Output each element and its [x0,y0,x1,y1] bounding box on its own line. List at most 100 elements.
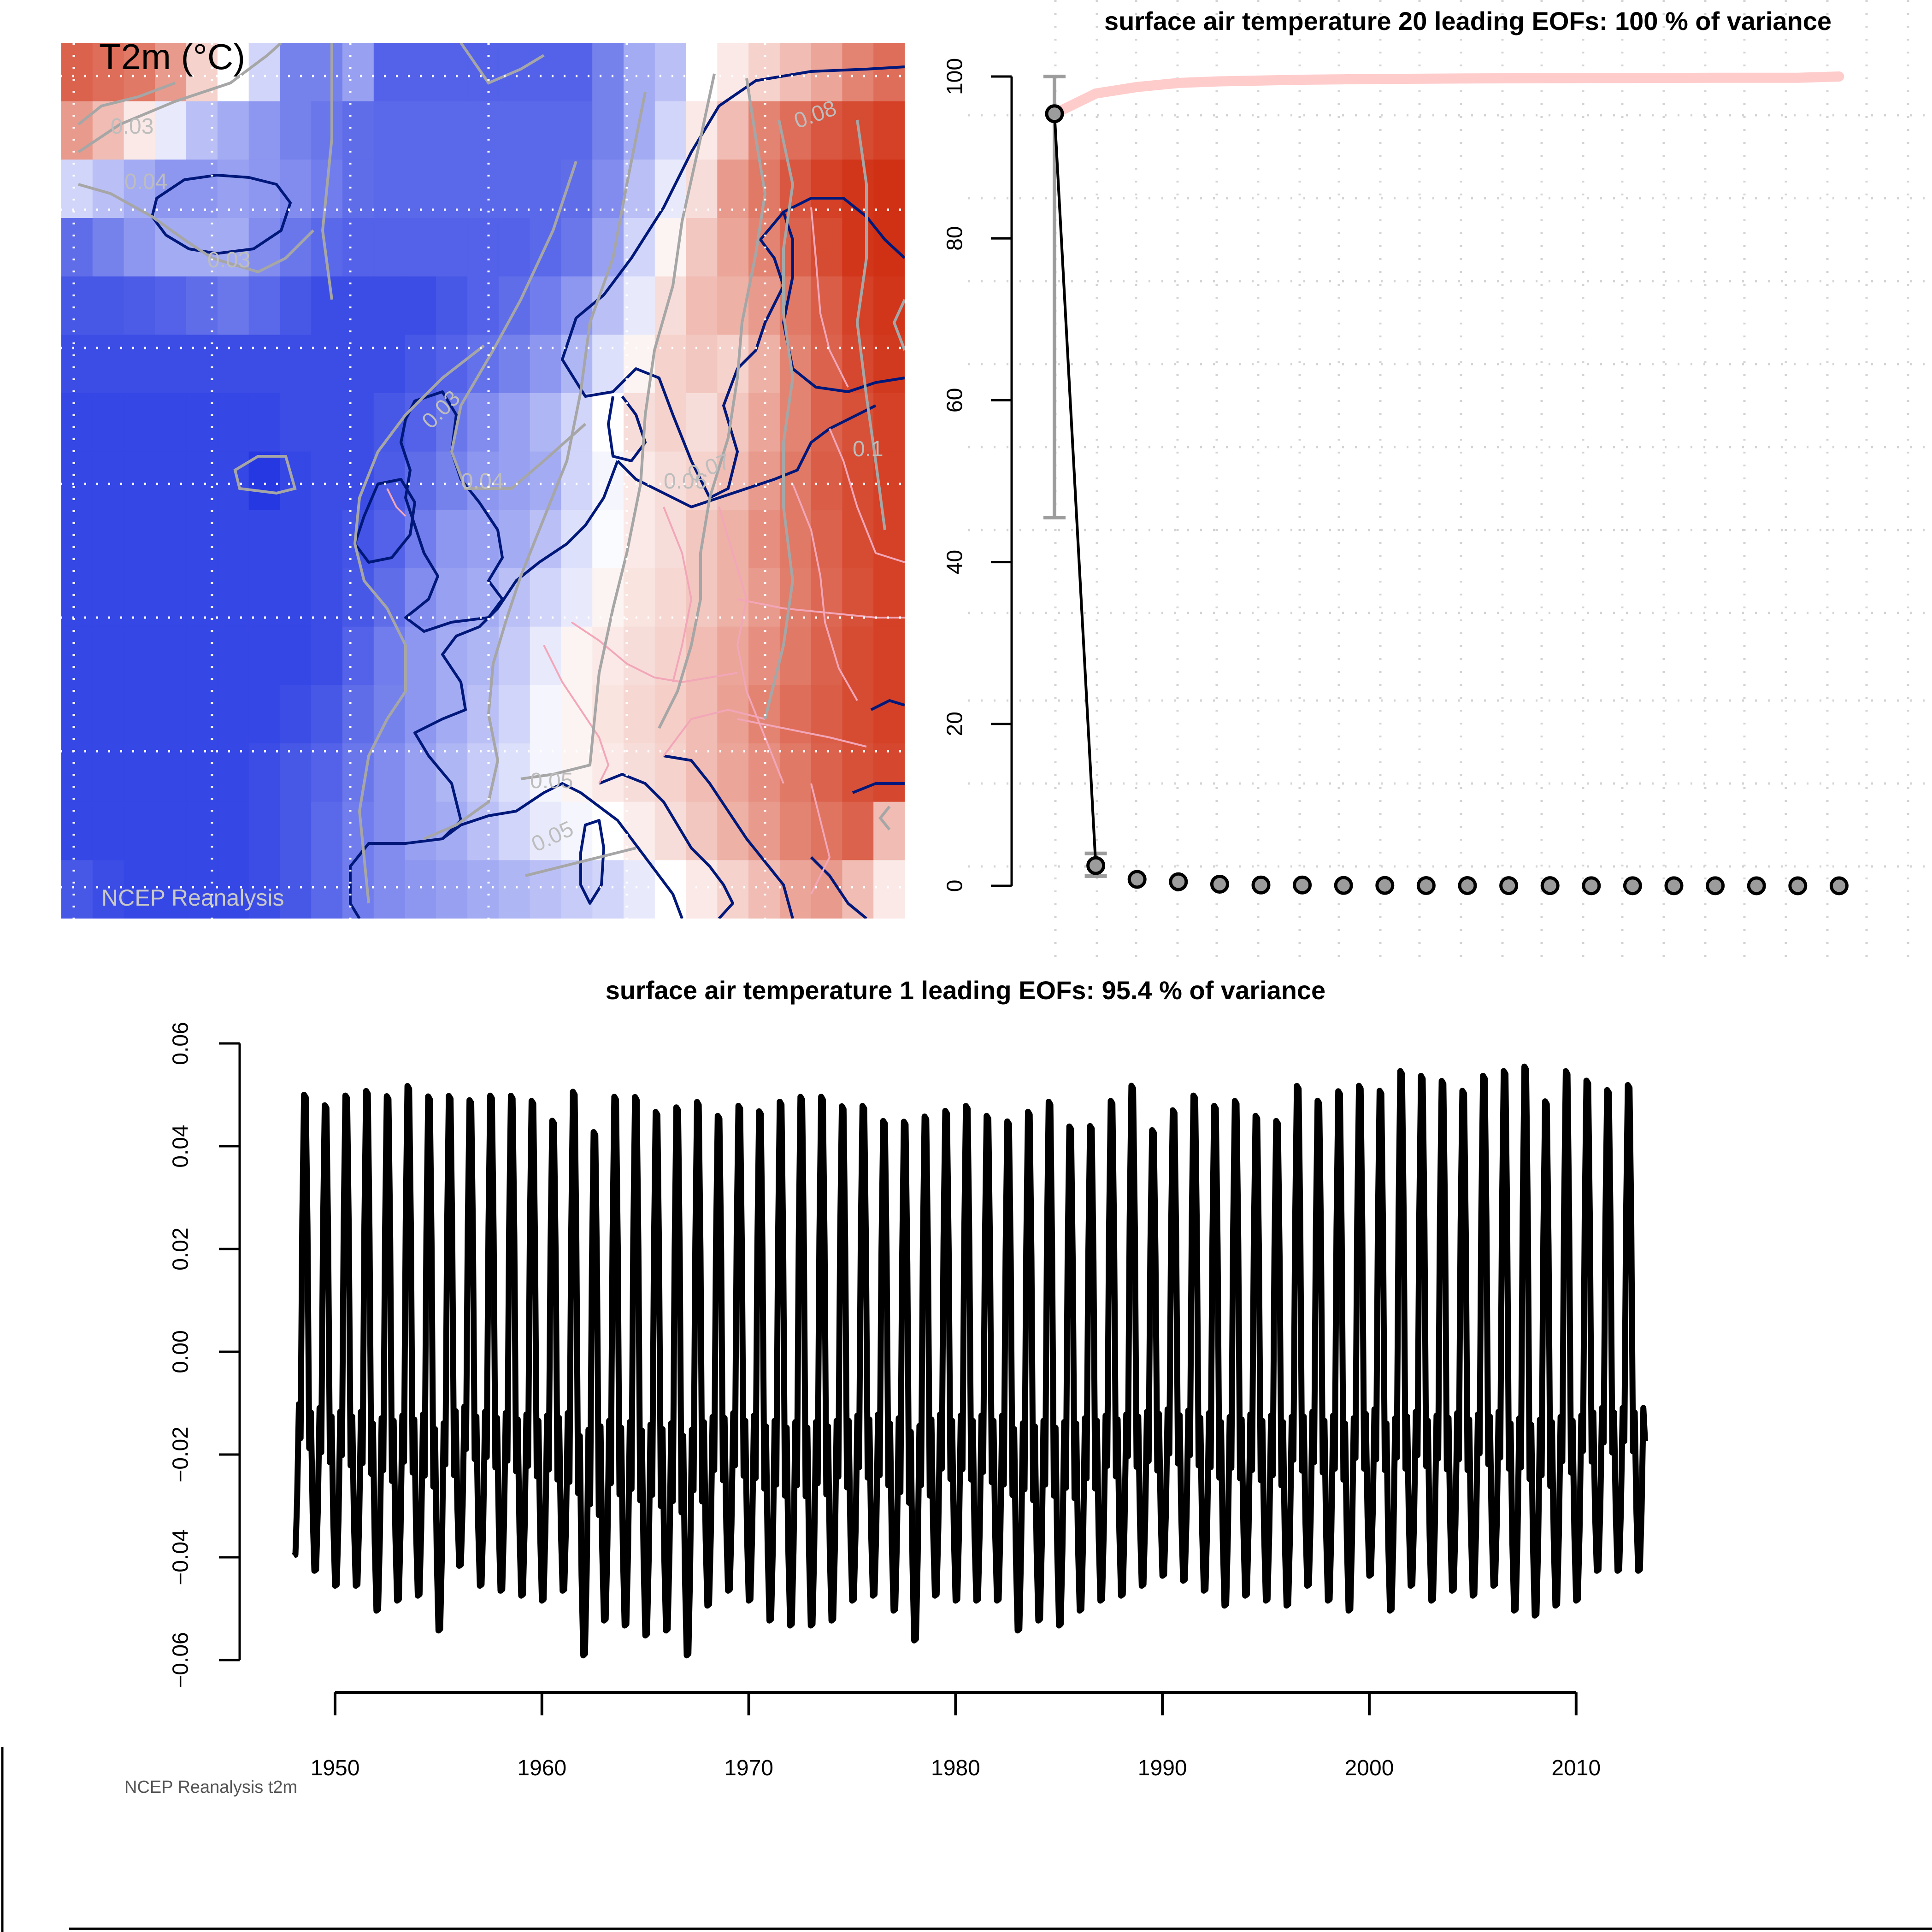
grid-cell [467,276,499,336]
x-tick-label: 1970 [724,1756,773,1780]
grid-cell [873,860,905,919]
border-line [386,488,406,517]
grid-cell [155,393,187,452]
grid-cell [654,743,687,802]
grid-cell [624,43,655,102]
grid-cell [248,276,281,336]
grid-cell [842,801,874,861]
grid-cell [217,159,249,218]
grid-cell [592,743,624,802]
border-line [792,483,858,701]
grid-cell [311,101,343,160]
border-line [543,645,610,784]
grid-cell [311,685,343,744]
grid-cell [280,159,312,218]
x-tick-label: 1950 [311,1756,360,1780]
grid-cell [467,685,499,744]
map-source-label: NCEP Reanalysis [101,885,284,911]
grid-cell [498,626,530,686]
grid-cell [592,276,624,336]
grid-cell [405,801,437,861]
contour-line [764,119,795,719]
border-line [663,507,693,683]
grid-cell [561,743,593,802]
grid-cell [155,101,187,160]
y-tick-label: −0.02 [169,1426,193,1482]
grid-cell [530,43,562,102]
grid-cell [436,101,468,160]
grid-cell [561,860,593,919]
y-tick-label: −0.04 [169,1529,193,1585]
grid-cell [186,626,218,686]
grid-cell [779,685,812,744]
contour-line [77,82,176,126]
grid-cell [717,801,749,861]
contour-line [450,161,586,490]
cumulative-variance-line [1049,71,1844,119]
grid-cell [217,801,249,861]
grid-cell [61,626,93,686]
grid-cell [124,451,156,511]
y-tick-label: 0 [943,880,967,892]
grid-cell [124,860,156,919]
grid-cell [654,685,687,744]
grid-cell [717,218,749,277]
variance-point [1747,876,1766,895]
border-line [737,718,867,748]
grid-cell [92,510,124,569]
grid-cell [654,510,687,569]
grid-cell [498,685,530,744]
grid-cell [686,801,718,861]
grid-cell [686,626,718,686]
grid-cell [686,159,718,218]
grid-cell [92,43,124,102]
variance-point [1664,876,1684,895]
grid-cell [217,568,249,627]
grid-cell [467,393,499,452]
coastline-iceland [151,174,292,255]
contour-label: 0.05 [530,769,573,793]
grid-cell [717,43,749,102]
grid-cell [155,43,187,102]
contour-line [353,344,485,904]
grid-cell [592,510,624,569]
grid-cell [842,626,874,686]
grid-cell [311,626,343,686]
grid-cell [373,218,406,277]
grid-cell [405,860,437,919]
grid-cell [842,685,874,744]
coastline-sardinia [579,819,605,905]
grid-cell [592,101,624,160]
grid-cell [811,510,843,569]
grid-cell [467,159,499,218]
grid-cell [186,451,218,511]
grid-cell [686,218,718,277]
contour-line [658,78,767,729]
grid-cell [779,801,812,861]
grid-cell [530,568,562,627]
grid-cell [217,101,249,160]
y-tick-label: 20 [943,712,967,736]
grid-cell [624,801,655,861]
grid-cell [530,393,562,452]
contour-line [233,455,297,495]
grid-cell [561,626,593,686]
variance-point [1582,876,1601,895]
grid-cell [280,685,312,744]
grid-cell [561,801,593,861]
grid-cell [217,685,249,744]
coastline-italy [598,773,734,919]
grid-cell [592,335,624,394]
grid-cell [498,159,530,218]
grid-cell [842,43,874,102]
grid-cell [342,101,374,160]
contour-labels: 0.03 0.04 0.03 0.03 0.04 0.05 0.05 0.06 … [111,96,884,857]
contour-line [321,43,333,300]
grid-cell [248,335,281,394]
variance-point [1788,876,1808,895]
grid-cell [748,335,780,394]
principal-component-panel: surface air temperature 1 leading EOFs: … [1,976,1932,1932]
eigenvalue-chart-title: surface air temperature 20 leading EOFs:… [1104,6,1832,35]
variance-point [1251,875,1271,895]
contour-layer [77,43,905,904]
